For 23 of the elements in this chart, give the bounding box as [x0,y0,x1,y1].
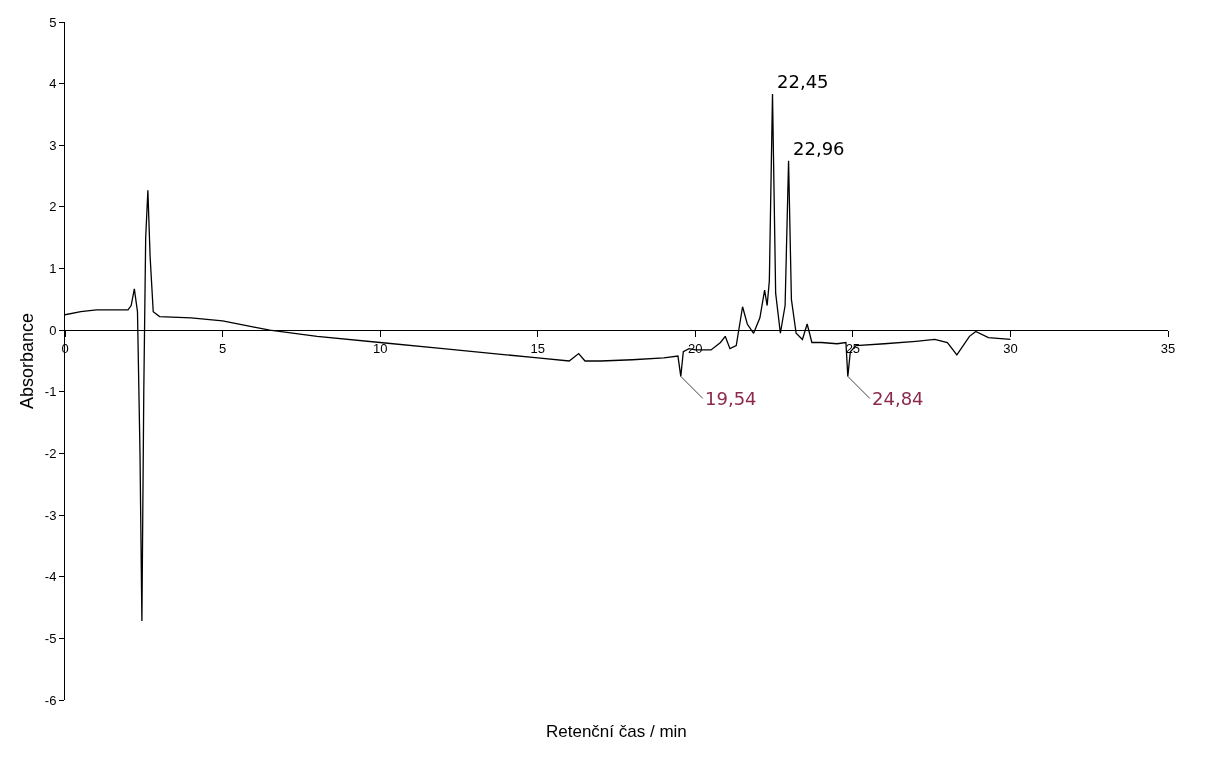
y-tick-label: 0 [49,322,57,338]
y-tick-label: -4 [44,569,57,585]
y-tick-label: -2 [44,446,57,461]
y-axis-title: Absorbance [17,312,38,410]
y-tick-label: -3 [44,507,57,523]
y-tick-label: -6 [44,692,57,708]
y-tick-label: -1 [44,384,57,400]
y-tick-label: 5 [49,14,57,30]
x-tick-label: 5 [218,340,227,356]
annotation: 22,45 [777,71,829,92]
x-axis-title: Retenční čas / min [546,722,687,741]
y-tick-label: 1 [49,261,57,277]
y-tick-label: -5 [44,630,57,646]
y-tick-label: 4 [49,76,57,92]
annotation: 22,96 [793,138,845,159]
x-tick-label: 30 [1003,340,1018,356]
annotation: 19,54 [705,388,757,409]
x-tick-label: 35 [1160,340,1176,356]
y-tick-label: 3 [49,137,57,153]
annotation: 24,84 [872,388,924,409]
y-tick-label: 2 [49,199,57,215]
x-tick-label: 10 [372,340,388,356]
x-tick-label: 15 [530,340,545,356]
